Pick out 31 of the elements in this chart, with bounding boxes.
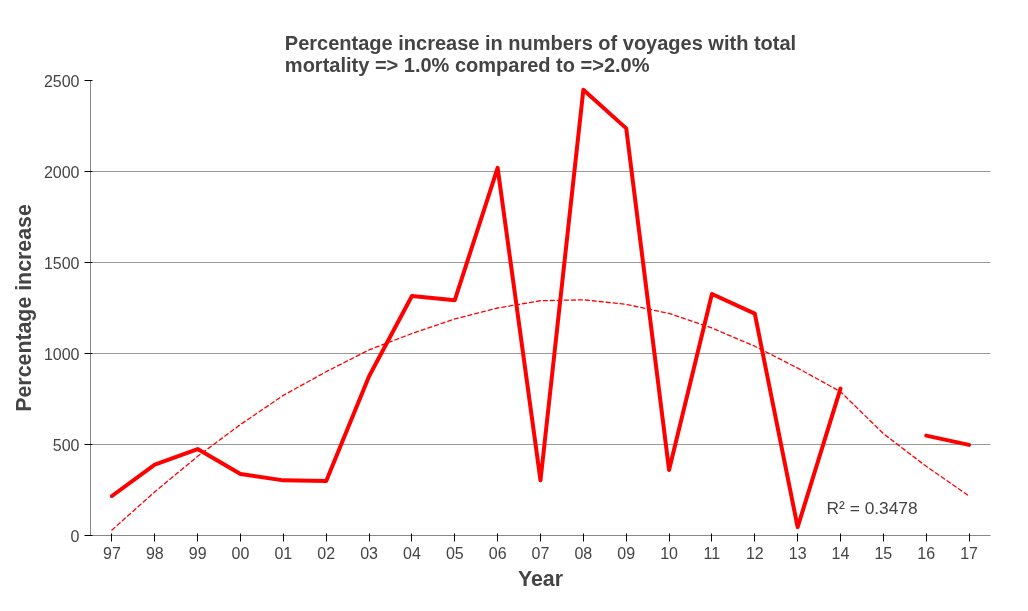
x-tick-label: 11 [703, 544, 721, 562]
x-tick-label: 09 [617, 544, 636, 562]
x-tick-label: 98 [145, 544, 164, 562]
x-tick-label: 15 [874, 544, 893, 562]
x-tick-label: 05 [445, 544, 464, 562]
x-tick-label: 03 [360, 544, 379, 562]
x-tick-label: 13 [788, 544, 807, 562]
x-tick-label: 97 [103, 544, 121, 562]
x-axis-title: Year [517, 566, 564, 591]
x-tick-label: 02 [317, 544, 336, 562]
x-tick-label: 12 [745, 544, 764, 562]
y-axis-title: Percentage increase [11, 204, 36, 412]
y-tick-label: 2000 [43, 163, 80, 181]
x-tick-label: 10 [660, 544, 679, 562]
y-tick-label: 500 [52, 436, 80, 454]
annotation: R² = 0.3478 [826, 498, 918, 519]
chart-title: Percentage increase in numbers of voyages with total mortality => 1.0% compared to =>2.0% [284, 31, 797, 76]
y-tick-label: 1000 [43, 345, 80, 363]
x-tick-label: 00 [231, 544, 250, 562]
x-tick-label: 04 [403, 544, 421, 562]
y-tick-label: 2500 [43, 72, 80, 90]
y-tick-label: 1500 [43, 254, 80, 272]
x-tick-label: 14 [831, 544, 850, 562]
x-tick-label: 06 [488, 544, 507, 562]
y-tick-label: 0 [70, 527, 80, 545]
x-tick-label: 07 [531, 544, 550, 562]
x-tick-label: 17 [960, 544, 979, 562]
x-tick-label: 08 [574, 544, 593, 562]
x-tick-label: 16 [917, 544, 936, 562]
x-tick-label: 99 [188, 544, 207, 562]
x-tick-label: 01 [274, 544, 293, 562]
